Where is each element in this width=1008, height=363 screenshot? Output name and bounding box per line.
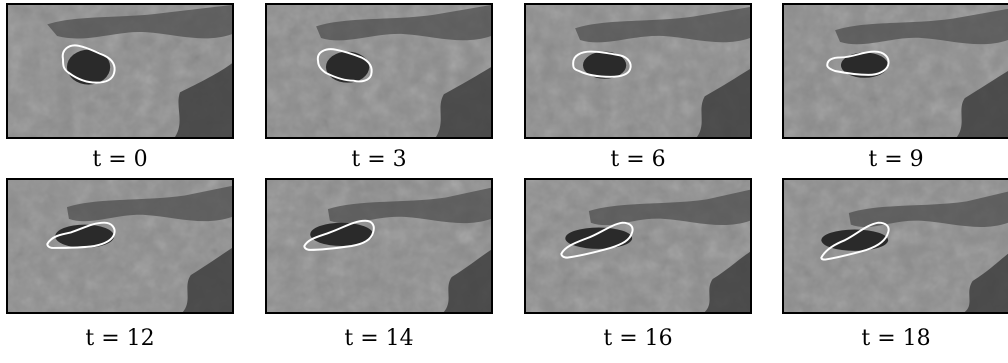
time-label-2: t = 3 xyxy=(351,147,407,172)
time-label-7: t = 16 xyxy=(603,326,673,351)
time-label-8: t = 18 xyxy=(861,326,931,351)
time-label-4: t = 9 xyxy=(868,147,924,172)
satellite-panel-7 xyxy=(524,178,752,314)
satellite-panel-4 xyxy=(782,3,1008,139)
satellite-panel-6 xyxy=(265,178,493,314)
satellite-panel-5 xyxy=(6,178,234,314)
satellite-panel-3 xyxy=(524,3,752,139)
time-label-5: t = 12 xyxy=(85,326,155,351)
time-label-3: t = 6 xyxy=(610,147,666,172)
satellite-panel-2 xyxy=(265,3,493,139)
time-label-1: t = 0 xyxy=(92,147,148,172)
time-label-6: t = 14 xyxy=(344,326,414,351)
satellite-panel-8 xyxy=(782,178,1008,314)
satellite-panel-1 xyxy=(6,3,234,139)
